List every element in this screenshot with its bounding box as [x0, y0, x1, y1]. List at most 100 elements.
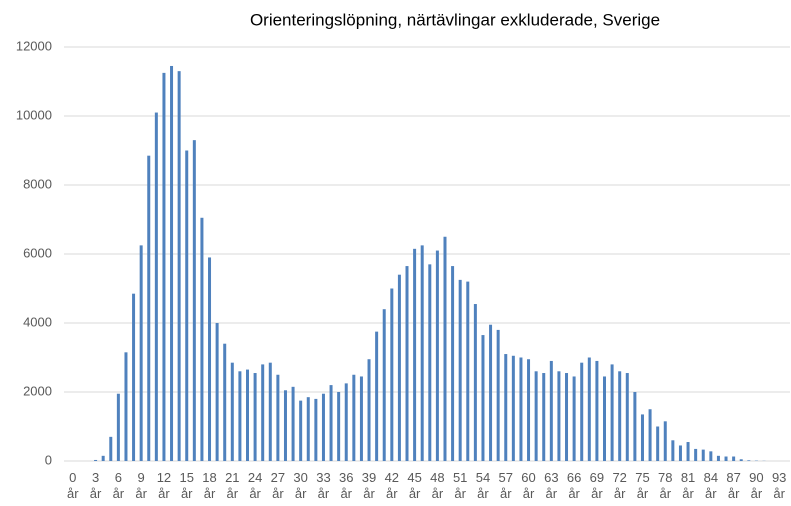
bar: [435, 250, 439, 461]
bar: [162, 72, 166, 461]
x-tick-label: 39 år: [361, 470, 377, 501]
x-tick-label: 87 år: [726, 470, 741, 501]
y-tick-label: 2000: [23, 383, 52, 398]
bar: [283, 390, 287, 461]
bar: [101, 455, 105, 461]
bar: [701, 449, 705, 461]
bar: [618, 371, 622, 461]
bar: [648, 409, 652, 461]
x-tick-label: 69 år: [589, 470, 605, 501]
y-tick-label: 6000: [23, 245, 52, 260]
bar: [625, 373, 629, 461]
y-tick-label: 0: [45, 452, 52, 467]
bar: [397, 274, 401, 461]
bar: [739, 459, 743, 461]
bar: [170, 65, 174, 461]
bar: [587, 357, 591, 461]
bar: [200, 217, 204, 461]
x-tick-label: 24 år: [247, 470, 263, 501]
bar: [519, 357, 523, 461]
bar: [640, 414, 644, 461]
bar: [375, 331, 379, 461]
bar: [268, 362, 272, 461]
bar: [489, 324, 493, 461]
x-tick-label: 6 år: [112, 470, 125, 501]
bar: [633, 392, 637, 461]
bar: [192, 140, 196, 461]
bar: [565, 373, 569, 461]
bar: [382, 309, 386, 461]
x-tick-label: 36 år: [339, 470, 354, 501]
x-tick-label: 54 år: [475, 470, 491, 501]
x-tick-label: 45 år: [407, 470, 422, 501]
bar: [709, 451, 713, 461]
bar: [321, 393, 325, 461]
x-tick-label: 78 år: [658, 470, 673, 501]
x-tick-label: 57 år: [498, 470, 513, 501]
bar: [458, 279, 462, 461]
bar: [572, 376, 576, 461]
bar: [420, 245, 424, 461]
bar: [580, 362, 584, 461]
bar: [678, 445, 682, 461]
bar: [451, 266, 455, 461]
bar: [215, 323, 219, 461]
x-tick-label: 18 år: [202, 470, 217, 501]
bar: [481, 335, 485, 461]
x-tick-label: 93 år: [771, 470, 787, 501]
x-tick-label: 33 år: [316, 470, 331, 501]
bar: [549, 360, 553, 461]
bar: [504, 354, 508, 461]
bar: [261, 364, 265, 461]
y-tick-label: 8000: [23, 176, 52, 191]
bar: [177, 71, 181, 462]
bar: [329, 385, 333, 461]
bar: [230, 362, 234, 461]
bar: [413, 248, 417, 461]
bar: [686, 442, 690, 461]
bar: [94, 459, 98, 461]
bar: [595, 360, 599, 461]
bar: [352, 374, 356, 461]
x-tick-label: 0 år: [67, 470, 79, 501]
bar: [473, 304, 477, 461]
bar: [511, 355, 515, 461]
bar: [154, 112, 158, 462]
bar: [314, 398, 318, 461]
bar: [610, 364, 614, 461]
bar: [139, 245, 143, 461]
bar: [124, 352, 128, 461]
x-tick-label: 9 år: [135, 470, 147, 501]
bar: [534, 371, 538, 461]
x-tick-label: 66 år: [566, 470, 582, 501]
x-tick-label: 12 år: [156, 470, 172, 501]
x-tick-label: 27 år: [270, 470, 286, 501]
x-tick-label: 30 år: [293, 470, 308, 501]
x-tick-label: 63 år: [544, 470, 559, 501]
bar: [542, 373, 546, 461]
bar: [147, 155, 151, 462]
x-tick-label: 48 år: [430, 470, 445, 501]
bar: [390, 288, 394, 461]
x-tick-label: 42 år: [384, 470, 400, 501]
bar: [132, 293, 136, 461]
chart-title: Orienteringslöpning, närtävlingar exklud…: [250, 10, 660, 29]
x-tick-label: 21 år: [225, 470, 240, 501]
x-tick-label: 81 år: [680, 470, 696, 501]
bar: [428, 264, 432, 461]
x-tick-label: 3 år: [89, 470, 102, 501]
bar: [694, 448, 698, 461]
bar: [359, 376, 363, 461]
bar: [663, 421, 667, 461]
bar: [185, 150, 189, 461]
bar: [116, 393, 120, 461]
x-tick-label: 90 år: [749, 470, 764, 501]
y-tick-label: 4000: [23, 314, 52, 329]
bar: [246, 369, 249, 461]
bar: [208, 257, 212, 461]
bar: [496, 329, 500, 461]
bar: [656, 426, 660, 461]
bar: [344, 383, 348, 461]
bar: [223, 343, 227, 461]
